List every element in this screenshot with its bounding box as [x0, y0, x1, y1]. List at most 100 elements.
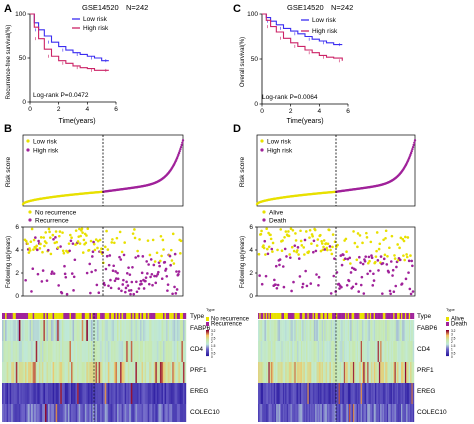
- heatmap-cell: [271, 362, 273, 383]
- heatmap-cell: [285, 383, 287, 404]
- heatmap-type-cell: [258, 313, 260, 319]
- heatmap-cell: [14, 362, 16, 383]
- risk-score-point: [179, 145, 183, 149]
- heatmap-cell: [393, 404, 395, 422]
- follow-up-point: [296, 249, 299, 252]
- heatmap-cell: [291, 383, 294, 404]
- heatmap-cell: [352, 404, 355, 422]
- heatmap-cell: [3, 383, 6, 404]
- heatmap-cell: [401, 404, 403, 422]
- follow-up-point: [276, 283, 280, 287]
- heatmap-cell: [90, 320, 93, 341]
- heatmap-cell: [167, 383, 170, 404]
- heatmap-cell: [412, 383, 415, 404]
- heatmap-cell: [175, 362, 177, 383]
- follow-up-point: [34, 236, 37, 239]
- follow-up-point: [79, 234, 82, 238]
- panel-d-fu-legend-0: Alive: [269, 210, 283, 217]
- heatmap-type-cell: [123, 313, 125, 319]
- heatmap-cell: [18, 383, 21, 404]
- follow-up-point: [118, 230, 122, 234]
- heatmap-cell: [297, 341, 299, 362]
- heatmap-cell: [169, 383, 171, 404]
- heatmap-cell: [120, 383, 122, 404]
- follow-up-point: [162, 248, 165, 251]
- follow-up-point: [291, 228, 295, 232]
- heatmap-type-cell: [317, 313, 320, 319]
- heatmap-cell: [89, 320, 92, 341]
- heatmap-cell: [317, 404, 320, 422]
- heatmap-cell: [385, 362, 387, 383]
- heatmap-type-cell: [129, 313, 131, 319]
- follow-up-point: [343, 257, 347, 261]
- heatmap-type-cell: [61, 313, 64, 319]
- heatmap-cell: [302, 362, 304, 383]
- heatmap-row-label: PRF1: [417, 367, 434, 374]
- heatmap-cell: [412, 320, 415, 341]
- panel-c-dataset: GSE14520: [287, 3, 324, 12]
- follow-up-point: [407, 271, 410, 274]
- heatmap-cell: [403, 362, 406, 383]
- heatmap-cell: [92, 404, 95, 422]
- heatmap-cell: [352, 362, 355, 383]
- heatmap-cell: [390, 362, 393, 383]
- follow-up-point: [139, 279, 143, 283]
- heatmap-type-cell: [298, 313, 300, 319]
- follow-up-point: [54, 230, 58, 233]
- follow-up-point: [280, 249, 284, 253]
- follow-up-point: [151, 283, 154, 287]
- scale-swatch: [206, 346, 209, 348]
- follow-up-point: [32, 238, 36, 242]
- heatmap-cell: [63, 341, 66, 362]
- heatmap-cell: [23, 341, 26, 362]
- scale-label: 0: [211, 355, 213, 359]
- heatmap-cell: [376, 320, 378, 341]
- heatmap-cell: [281, 362, 283, 383]
- heatmap-cell: [54, 383, 56, 404]
- follow-up-point: [68, 249, 71, 253]
- heatmap-cell: [367, 362, 369, 383]
- heatmap-type-cell: [175, 313, 177, 319]
- heatmap-cell: [103, 362, 105, 383]
- heatmap-cell: [278, 383, 281, 404]
- heatmap-cell: [350, 341, 352, 362]
- follow-up-point: [282, 285, 286, 289]
- scale-swatch: [446, 338, 449, 340]
- follow-up-point: [332, 274, 336, 278]
- heatmap-cell: [307, 341, 309, 362]
- heatmap-cell: [349, 341, 351, 362]
- heatmap-cell: [118, 320, 121, 341]
- heatmap-cell: [380, 320, 382, 341]
- heatmap-row-label: CD4: [190, 346, 203, 353]
- risk-score-point: [411, 145, 415, 149]
- heatmap-type-cell: [391, 313, 394, 319]
- heatmap-type-cell: [354, 313, 356, 319]
- heatmap-type-cell: [60, 313, 62, 319]
- follow-up-point: [160, 277, 164, 281]
- heatmap-cell: [329, 362, 331, 383]
- follow-up-point: [370, 256, 374, 260]
- y-tick-label: 50: [19, 55, 27, 62]
- heatmap-cell: [71, 320, 73, 341]
- heatmap-cell: [265, 362, 268, 383]
- heatmap-type-cell: [109, 313, 112, 319]
- heatmap-cell: [339, 341, 342, 362]
- heatmap-cell: [184, 383, 187, 404]
- follow-up-point: [67, 242, 71, 245]
- heatmap-cell: [381, 362, 383, 383]
- heatmap-type-cell: [345, 313, 347, 319]
- follow-up-point: [159, 234, 163, 238]
- heatmap-cell: [130, 320, 133, 341]
- heatmap-cell: [319, 320, 321, 341]
- y-tick-label: 2: [15, 270, 19, 277]
- heatmap-cell: [268, 383, 270, 404]
- heatmap-cell: [281, 383, 283, 404]
- heatmap-cell: [140, 320, 142, 341]
- heatmap-type-cell: [273, 313, 276, 319]
- follow-up-point: [264, 253, 267, 256]
- heatmap-cell: [287, 404, 290, 422]
- panel-c-x-label: Time(years): [286, 118, 323, 125]
- heatmap-cell: [277, 404, 279, 422]
- heatmap-cell: [72, 383, 75, 404]
